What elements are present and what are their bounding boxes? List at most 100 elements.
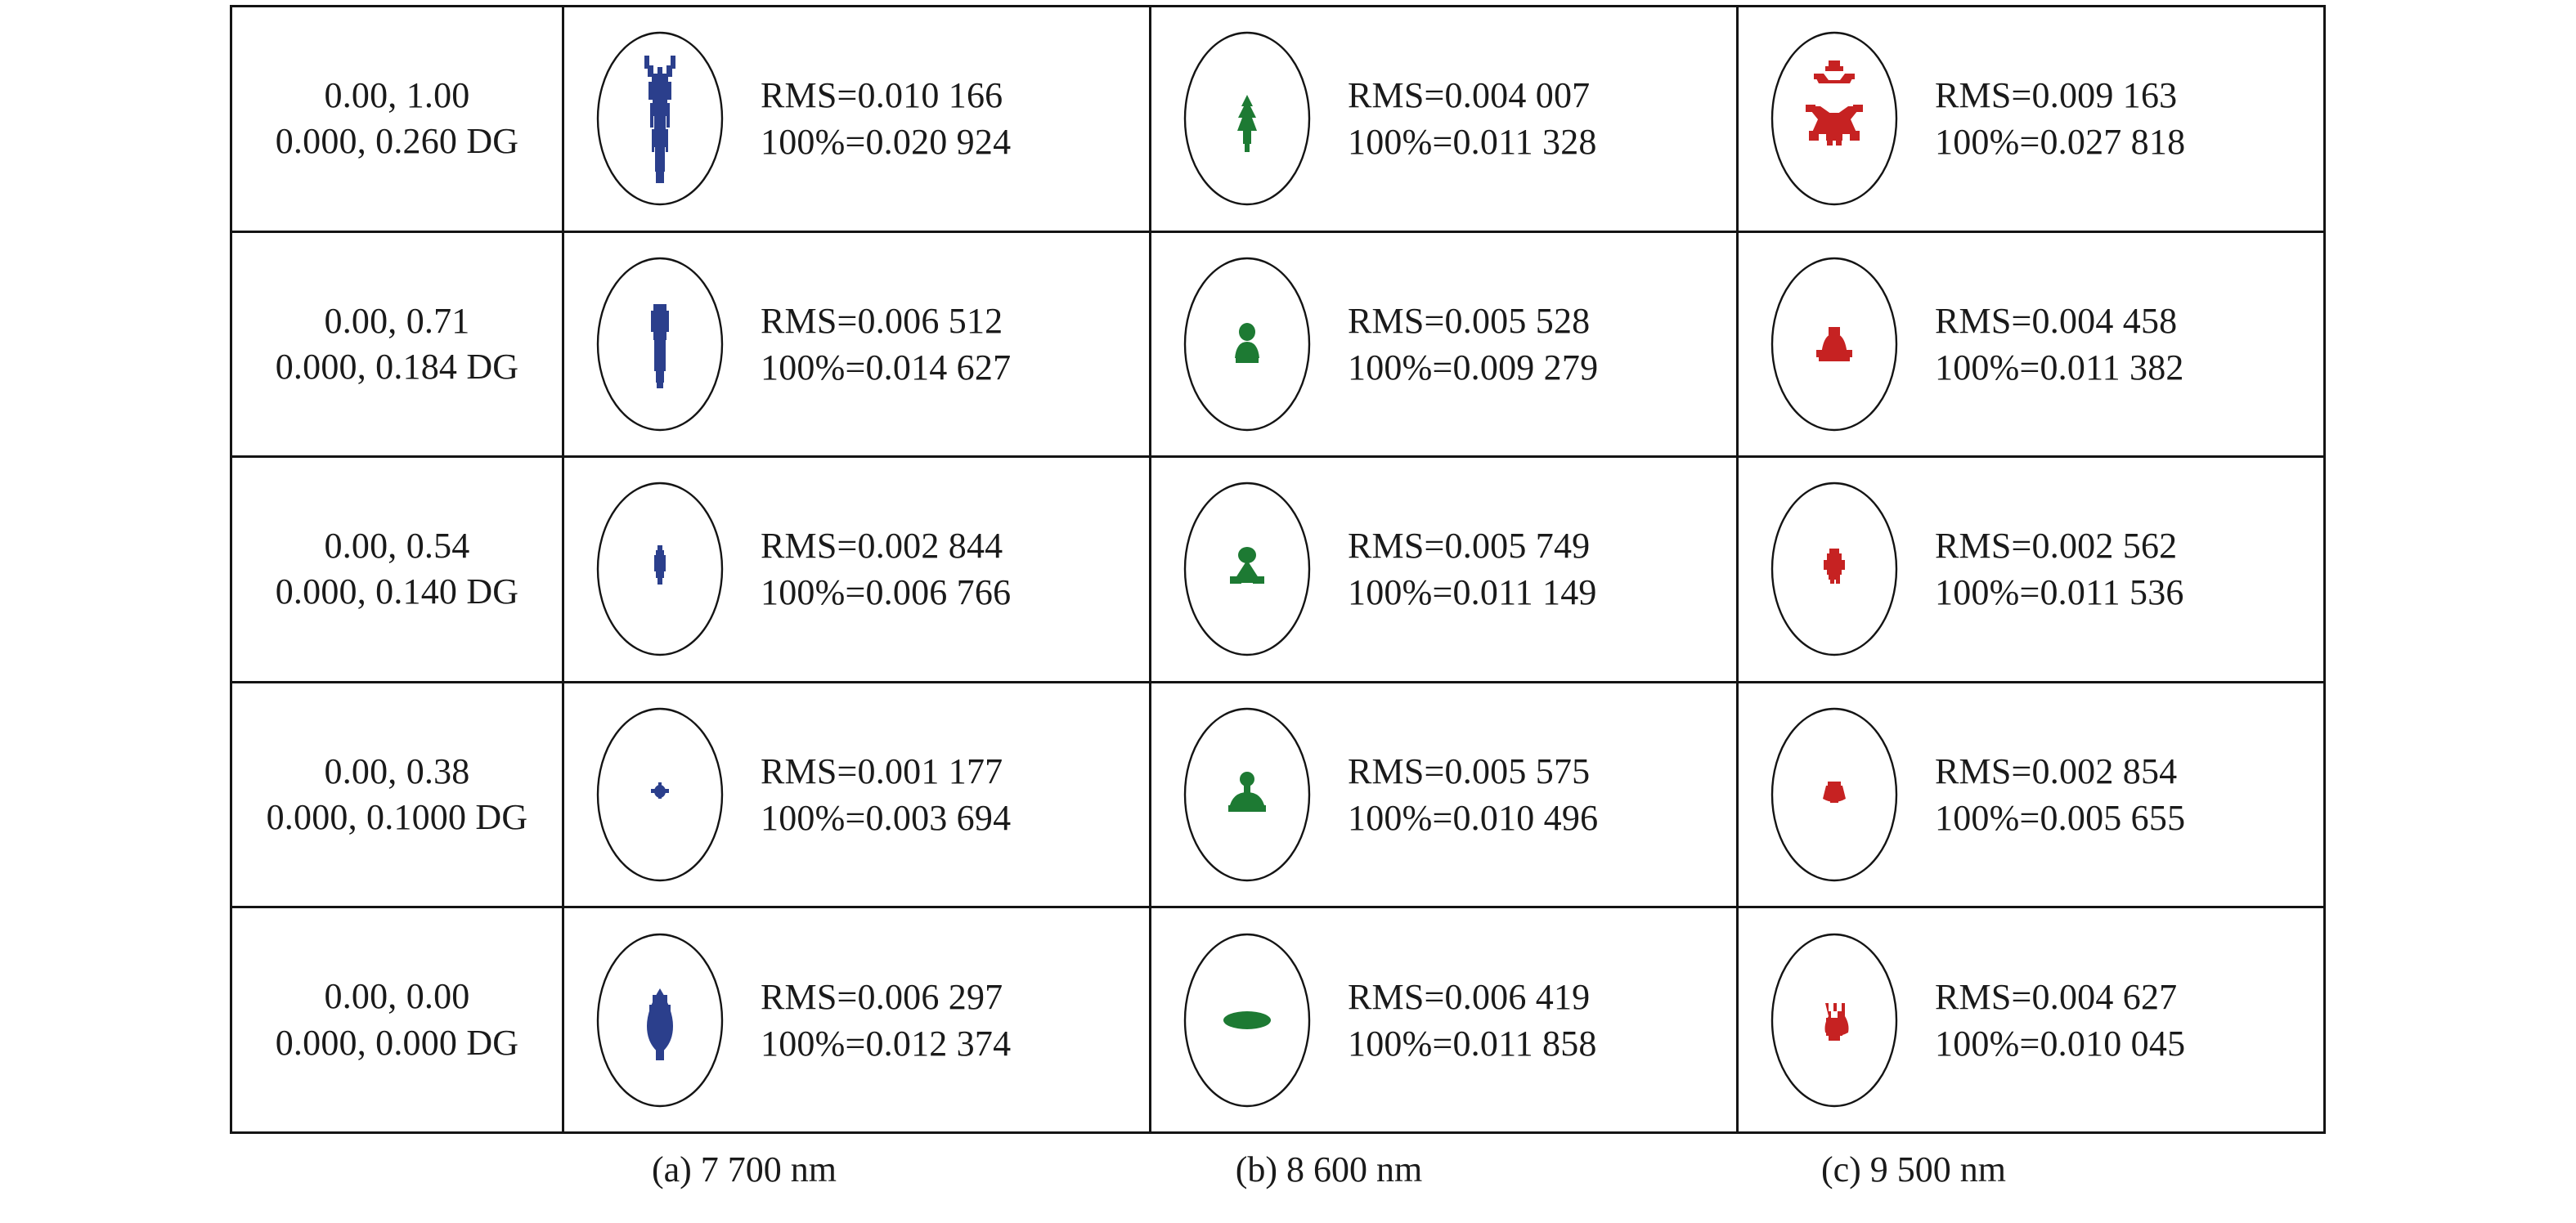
- pct-value: 100%=0.011 382: [1935, 347, 2184, 388]
- stats: RMS=0.001 177 100%=0.003 694: [746, 748, 1149, 841]
- rms-value: RMS=0.005 749: [1348, 526, 1591, 567]
- pct-value: 100%=0.005 655: [1935, 798, 2186, 839]
- spot-cell-a-row2: RMS=0.006 512 100%=0.014 627: [562, 230, 1151, 459]
- pupil-wrap: [1748, 704, 1920, 885]
- field-normalized: 0.00, 0.71: [324, 300, 470, 341]
- spot-diagram-green-r4: [1183, 707, 1311, 882]
- pct-value: 100%=0.011 536: [1935, 572, 2184, 613]
- pupil-wrap: [574, 478, 746, 660]
- spot-diagram-green-r2: [1183, 257, 1311, 432]
- rms-value: RMS=0.006 419: [1348, 976, 1591, 1017]
- pct-value: 100%=0.011 858: [1348, 1023, 1597, 1064]
- table-row: 0.00, 0.71 0.000, 0.184 DG: [230, 230, 2326, 459]
- rms-value: RMS=0.005 528: [1348, 300, 1591, 341]
- spot-diagram-green-r3: [1183, 482, 1311, 656]
- stats: RMS=0.005 575 100%=0.010 496: [1333, 748, 1736, 841]
- spot-cell-b-row2: RMS=0.005 528 100%=0.009 279: [1149, 230, 1739, 459]
- spot-cell-a-row5: RMS=0.006 297 100%=0.012 374: [562, 906, 1151, 1134]
- spot-cell-c-row3: RMS=0.002 562 100%=0.011 536: [1736, 455, 2326, 683]
- spot-diagram-blue-r3: [596, 482, 724, 656]
- field-angle: 0.000, 0.184 DG: [275, 346, 519, 387]
- caption-a: (a) 7 700 nm: [651, 1149, 837, 1189]
- field-normalized: 0.00, 0.38: [324, 750, 470, 791]
- spot-diagram-blue-r1: [596, 32, 724, 206]
- field-angle: 0.000, 0.260 DG: [275, 121, 519, 162]
- stats: RMS=0.002 844 100%=0.006 766: [746, 522, 1149, 616]
- field-cell: 0.00, 0.54 0.000, 0.140 DG: [230, 455, 564, 683]
- rms-value: RMS=0.009 163: [1935, 75, 2178, 116]
- spot-cell-c-row1: RMS=0.009 163 100%=0.027 818: [1736, 5, 2326, 233]
- pupil-wrap: [1748, 28, 1920, 209]
- caption-b: (b) 8 600 nm: [1235, 1149, 1423, 1189]
- spot-diagram-blue-r2: [596, 257, 724, 432]
- field-angle: 0.000, 0.000 DG: [275, 1022, 519, 1063]
- pupil-wrap: [1161, 930, 1333, 1111]
- field-cell: 0.00, 1.00 0.000, 0.260 DG: [230, 5, 564, 233]
- field-angle: 0.000, 0.1000 DG: [266, 797, 528, 838]
- stats: RMS=0.009 163 100%=0.027 818: [1920, 72, 2323, 165]
- table-row: 0.00, 0.38 0.000, 0.1000 DG: [230, 680, 2326, 909]
- field-normalized: 0.00, 1.00: [324, 74, 470, 115]
- pupil-wrap: [574, 28, 746, 209]
- rms-value: RMS=0.004 458: [1935, 300, 2178, 341]
- stats: RMS=0.004 458 100%=0.011 382: [1920, 298, 2323, 391]
- pct-value: 100%=0.012 374: [761, 1023, 1012, 1064]
- pct-value: 100%=0.003 694: [761, 798, 1012, 839]
- table-row: 0.00, 0.00 0.000, 0.000 DG: [230, 906, 2326, 1134]
- pct-value: 100%=0.006 766: [761, 572, 1012, 613]
- rms-value: RMS=0.004 627: [1935, 976, 2178, 1017]
- caption-c: (c) 9 500 nm: [1820, 1149, 2007, 1189]
- spot-cell-c-row5: RMS=0.004 627 100%=0.010 045: [1736, 906, 2326, 1134]
- field-cell: 0.00, 0.00 0.000, 0.000 DG: [230, 906, 564, 1134]
- stats: RMS=0.006 419 100%=0.011 858: [1333, 974, 1736, 1067]
- pct-value: 100%=0.010 045: [1935, 1023, 2186, 1064]
- stats: RMS=0.004 007 100%=0.011 328: [1333, 72, 1736, 165]
- spot-cell-c-row2: RMS=0.004 458 100%=0.011 382: [1736, 230, 2326, 459]
- spot-diagram-red-r3: [1770, 482, 1898, 656]
- rms-value: RMS=0.010 166: [761, 75, 1003, 116]
- spot-cell-b-row4: RMS=0.005 575 100%=0.010 496: [1149, 680, 1739, 909]
- pupil-wrap: [1161, 478, 1333, 660]
- spot-diagram-blue-r4: [596, 707, 724, 882]
- pupil-wrap: [1161, 704, 1333, 885]
- spot-cell-a-row3: RMS=0.002 844 100%=0.006 766: [562, 455, 1151, 683]
- pct-value: 100%=0.010 496: [1348, 798, 1599, 839]
- spot-diagram-red-r2: [1770, 257, 1898, 432]
- pct-value: 100%=0.020 924: [761, 122, 1012, 163]
- spot-cell-b-row3: RMS=0.005 749 100%=0.011 149: [1149, 455, 1739, 683]
- rms-value: RMS=0.004 007: [1348, 75, 1591, 116]
- pct-value: 100%=0.027 818: [1935, 122, 2186, 163]
- stats: RMS=0.010 166 100%=0.020 924: [746, 72, 1149, 165]
- pct-value: 100%=0.011 149: [1348, 572, 1597, 613]
- rms-value: RMS=0.002 844: [761, 526, 1003, 567]
- spot-cell-a-row1: RMS=0.010 166 100%=0.020 924: [562, 5, 1151, 233]
- stats: RMS=0.005 749 100%=0.011 149: [1333, 522, 1736, 616]
- pupil-wrap: [1748, 930, 1920, 1111]
- pupil-wrap: [1161, 253, 1333, 435]
- spot-diagram-red-r5: [1770, 933, 1898, 1107]
- table-row: 0.00, 1.00 0.000, 0.260 DG: [230, 5, 2326, 233]
- rms-value: RMS=0.006 512: [761, 300, 1003, 341]
- field-cell: 0.00, 0.71 0.000, 0.184 DG: [230, 230, 564, 459]
- rms-value: RMS=0.002 562: [1935, 526, 2178, 567]
- spot-cell-b-row5: RMS=0.006 419 100%=0.011 858: [1149, 906, 1739, 1134]
- field-cell: 0.00, 0.38 0.000, 0.1000 DG: [230, 680, 564, 909]
- spot-cell-b-row1: RMS=0.004 007 100%=0.011 328: [1149, 5, 1739, 233]
- stats: RMS=0.005 528 100%=0.009 279: [1333, 298, 1736, 391]
- spot-diagram-green-r1: [1183, 32, 1311, 206]
- field-angle: 0.000, 0.140 DG: [275, 571, 519, 612]
- spot-diagram-red-r1: [1770, 32, 1898, 206]
- stats: RMS=0.002 854 100%=0.005 655: [1920, 748, 2323, 841]
- pupil-wrap: [574, 930, 746, 1111]
- pupil-wrap: [1748, 253, 1920, 435]
- rms-value: RMS=0.001 177: [761, 750, 1003, 791]
- rms-value: RMS=0.006 297: [761, 976, 1003, 1017]
- pct-value: 100%=0.009 279: [1348, 347, 1599, 388]
- field-normalized: 0.00, 0.54: [324, 526, 470, 567]
- rms-value: RMS=0.005 575: [1348, 750, 1591, 791]
- pct-value: 100%=0.011 328: [1348, 122, 1597, 163]
- spot-cell-a-row4: RMS=0.001 177 100%=0.003 694: [562, 680, 1151, 909]
- field-normalized: 0.00, 0.00: [324, 976, 470, 1017]
- spot-cell-c-row4: RMS=0.002 854 100%=0.005 655: [1736, 680, 2326, 909]
